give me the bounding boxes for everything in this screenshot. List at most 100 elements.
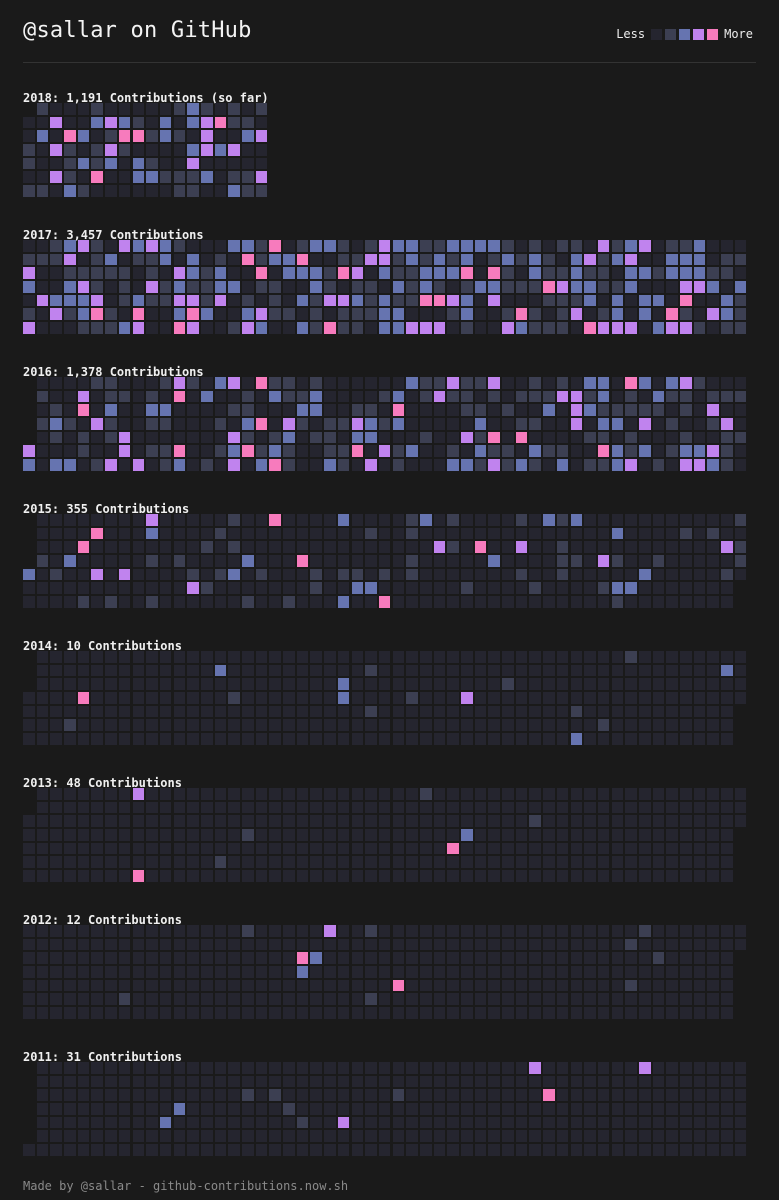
contribution-day[interactable] <box>118 1103 131 1115</box>
contribution-day[interactable] <box>50 253 62 266</box>
contribution-day[interactable] <box>269 1103 281 1115</box>
contribution-day[interactable] <box>36 322 49 334</box>
contribution-day[interactable] <box>488 418 500 430</box>
contribution-day[interactable] <box>638 541 651 553</box>
contribution-day[interactable] <box>419 1062 432 1074</box>
contribution-day[interactable] <box>310 733 323 745</box>
contribution-day[interactable] <box>187 993 199 1006</box>
contribution-day[interactable] <box>242 705 254 718</box>
contribution-day[interactable] <box>310 993 323 1006</box>
contribution-day[interactable] <box>50 925 62 937</box>
contribution-day[interactable] <box>515 582 528 595</box>
contribution-day[interactable] <box>529 651 542 663</box>
contribution-day[interactable] <box>214 459 227 471</box>
contribution-day[interactable] <box>310 459 323 471</box>
contribution-day[interactable] <box>91 815 104 827</box>
contribution-day[interactable] <box>105 678 117 690</box>
contribution-day[interactable] <box>406 966 418 978</box>
contribution-day[interactable] <box>611 281 624 293</box>
contribution-day[interactable] <box>515 1089 528 1101</box>
contribution-day[interactable] <box>310 815 323 827</box>
contribution-day[interactable] <box>666 651 678 663</box>
contribution-day[interactable] <box>242 1130 254 1143</box>
contribution-day[interactable] <box>638 431 651 444</box>
contribution-day[interactable] <box>721 541 733 553</box>
contribution-day[interactable] <box>173 801 186 814</box>
contribution-day[interactable] <box>652 1007 665 1019</box>
contribution-day[interactable] <box>461 1062 473 1074</box>
contribution-day[interactable] <box>146 445 158 458</box>
contribution-day[interactable] <box>50 240 62 252</box>
contribution-day[interactable] <box>638 308 651 321</box>
contribution-day[interactable] <box>214 527 227 540</box>
contribution-day[interactable] <box>255 144 268 156</box>
contribution-day[interactable] <box>91 171 104 184</box>
contribution-day[interactable] <box>214 322 227 334</box>
contribution-day[interactable] <box>324 582 336 595</box>
contribution-day[interactable] <box>529 1089 542 1101</box>
contribution-day[interactable] <box>310 925 323 937</box>
contribution-day[interactable] <box>515 418 528 430</box>
contribution-day[interactable] <box>721 514 733 526</box>
contribution-day[interactable] <box>228 267 240 279</box>
contribution-day[interactable] <box>173 733 186 745</box>
contribution-day[interactable] <box>680 514 692 526</box>
contribution-day[interactable] <box>707 870 719 882</box>
contribution-day[interactable] <box>447 678 459 690</box>
contribution-day[interactable] <box>419 1144 432 1156</box>
contribution-day[interactable] <box>228 541 240 553</box>
contribution-day[interactable] <box>146 966 158 978</box>
contribution-day[interactable] <box>214 1007 227 1019</box>
contribution-day[interactable] <box>283 719 295 732</box>
contribution-day[interactable] <box>214 555 227 567</box>
contribution-day[interactable] <box>693 678 706 690</box>
contribution-day[interactable] <box>365 267 377 279</box>
contribution-day[interactable] <box>228 938 240 951</box>
contribution-day[interactable] <box>296 308 309 321</box>
contribution-day[interactable] <box>419 459 432 471</box>
contribution-day[interactable] <box>132 596 145 608</box>
contribution-day[interactable] <box>611 788 624 800</box>
contribution-day[interactable] <box>419 801 432 814</box>
contribution-day[interactable] <box>23 185 35 197</box>
contribution-day[interactable] <box>638 582 651 595</box>
contribution-day[interactable] <box>64 733 76 745</box>
contribution-day[interactable] <box>228 842 240 855</box>
contribution-day[interactable] <box>652 664 665 677</box>
contribution-day[interactable] <box>118 596 131 608</box>
contribution-day[interactable] <box>515 404 528 416</box>
contribution-day[interactable] <box>132 815 145 827</box>
contribution-day[interactable] <box>707 294 719 307</box>
contribution-day[interactable] <box>200 651 213 663</box>
contribution-day[interactable] <box>721 431 733 444</box>
contribution-day[interactable] <box>734 322 747 334</box>
contribution-day[interactable] <box>91 1062 104 1074</box>
contribution-day[interactable] <box>132 459 145 471</box>
contribution-day[interactable] <box>23 719 35 732</box>
contribution-day[interactable] <box>556 431 569 444</box>
contribution-day[interactable] <box>146 240 158 252</box>
contribution-day[interactable] <box>132 979 145 992</box>
contribution-day[interactable] <box>652 801 665 814</box>
contribution-day[interactable] <box>447 705 459 718</box>
contribution-day[interactable] <box>378 267 391 279</box>
contribution-day[interactable] <box>310 1103 323 1115</box>
contribution-day[interactable] <box>474 568 487 581</box>
contribution-day[interactable] <box>269 404 281 416</box>
contribution-day[interactable] <box>187 651 199 663</box>
contribution-day[interactable] <box>652 719 665 732</box>
contribution-day[interactable] <box>406 253 418 266</box>
contribution-day[interactable] <box>638 390 651 403</box>
contribution-day[interactable] <box>64 431 76 444</box>
contribution-day[interactable] <box>584 993 596 1006</box>
contribution-day[interactable] <box>105 130 117 142</box>
contribution-day[interactable] <box>419 390 432 403</box>
contribution-day[interactable] <box>543 1116 555 1129</box>
contribution-day[interactable] <box>242 733 254 745</box>
contribution-day[interactable] <box>488 527 500 540</box>
contribution-day[interactable] <box>584 459 596 471</box>
contribution-day[interactable] <box>584 267 596 279</box>
contribution-day[interactable] <box>187 966 199 978</box>
contribution-day[interactable] <box>324 733 336 745</box>
contribution-day[interactable] <box>461 281 473 293</box>
